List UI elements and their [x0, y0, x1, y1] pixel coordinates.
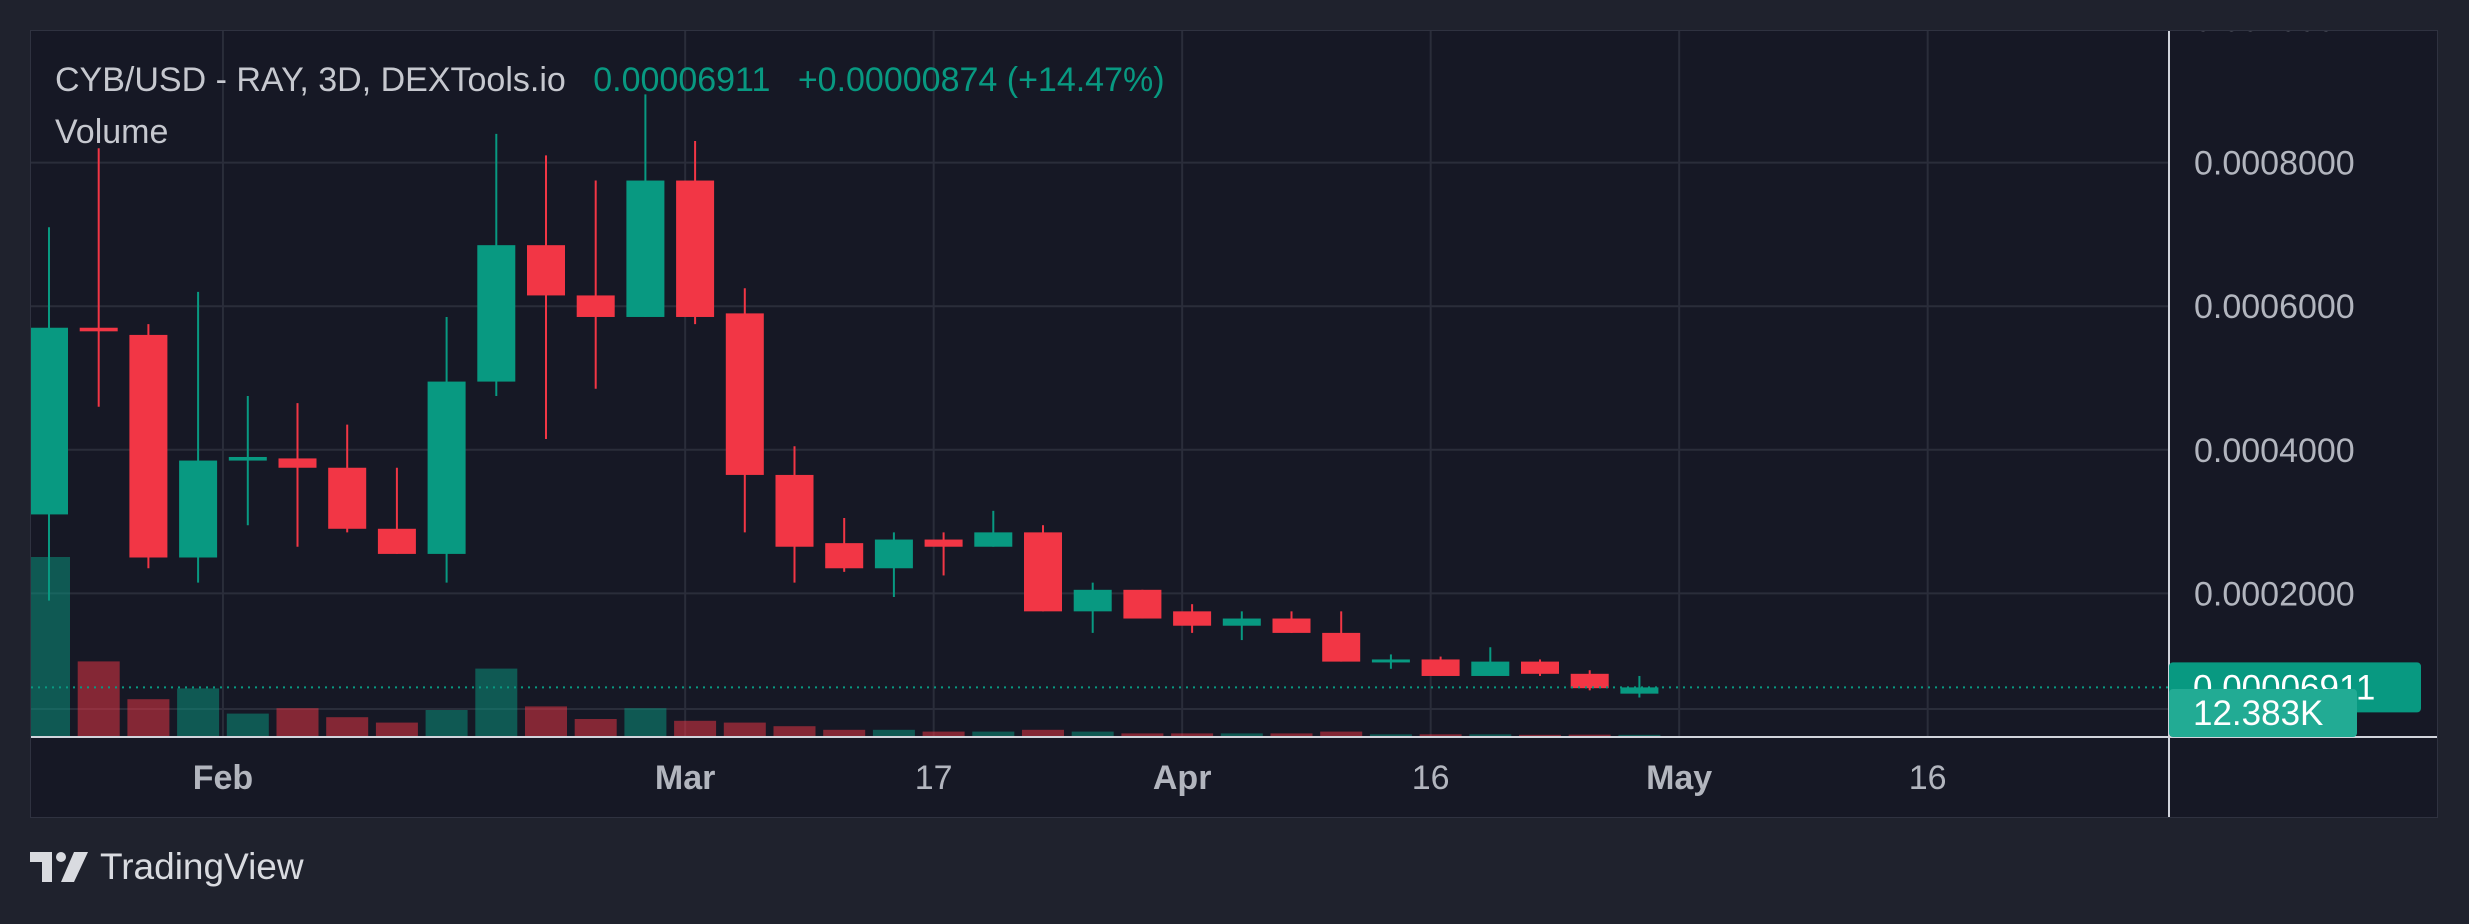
volume-bar [425, 710, 468, 737]
brand-name: TradingView [100, 846, 304, 887]
volume-bar [1568, 734, 1611, 737]
candle-body [1620, 687, 1659, 694]
candle-body [179, 460, 218, 558]
volume-bar [723, 722, 766, 737]
volume-bar [226, 713, 269, 737]
volume-bar [1320, 731, 1363, 737]
price-axis[interactable]: 0.0002000 0.0004000 0.0006000 0.0008000 0.00… [2194, 31, 2355, 613]
volume-bar [624, 708, 667, 737]
time-tick-label: 16 [1412, 759, 1450, 797]
candlestick-chart[interactable]: 0.0002000 0.0004000 0.0006000 0.0008000 0.00… [31, 31, 2437, 817]
volume-bar [1419, 734, 1462, 737]
axes [31, 31, 2437, 817]
candle-body [328, 467, 367, 529]
candle-body [974, 532, 1013, 547]
time-tick-label: Feb [193, 759, 253, 797]
candle-body [477, 245, 516, 382]
candle-body [1123, 589, 1162, 619]
volume-badge: 12.383K [2169, 689, 2357, 737]
volume-bar [1220, 733, 1263, 737]
volume-bar [326, 717, 369, 737]
candle-body [527, 245, 565, 296]
price-tick-label: 0.0006000 [2194, 288, 2355, 326]
price-tick-label: 0.001000 [2194, 31, 2336, 39]
candle-body [626, 180, 665, 317]
candle-body [1421, 659, 1460, 676]
volume-bar [674, 720, 717, 737]
time-tick-label: May [1646, 759, 1712, 797]
volume-bar [375, 722, 418, 737]
candle-body [1471, 661, 1510, 676]
candle-body [1024, 532, 1062, 612]
time-tick-label: 17 [915, 759, 953, 797]
volume-bar [1469, 734, 1512, 737]
candle-body [725, 313, 764, 475]
volume-bar [922, 731, 965, 737]
candle-body [1322, 632, 1361, 662]
volume-bar [1618, 734, 1661, 737]
candle-body [576, 295, 615, 317]
candle-body [79, 327, 118, 332]
tradingview-branding[interactable]: TradingView [30, 846, 304, 888]
chart-frame: 0.0002000 0.0004000 0.0006000 0.0008000 0.00… [30, 30, 2438, 818]
time-tick-label: Mar [655, 759, 715, 797]
time-tick-label: 16 [1909, 759, 1947, 797]
candle-body [1272, 618, 1311, 633]
volume-bar [972, 731, 1015, 737]
volume-bar [823, 729, 866, 737]
price-tick-label: 0.0004000 [2194, 432, 2355, 470]
candle-body [924, 539, 963, 547]
volume-bar [1369, 734, 1412, 737]
candle-body [31, 327, 68, 515]
price-tick-label: 0.0008000 [2194, 145, 2355, 183]
volume-bar [31, 557, 70, 737]
last-price-value: 0.00006911 [593, 61, 771, 99]
volume-bar [475, 668, 518, 737]
volume-bar [525, 706, 567, 737]
candle-body [676, 180, 715, 317]
volume-bar [872, 729, 915, 737]
candle-body [377, 528, 416, 554]
candle-body [1073, 589, 1112, 612]
volume-bar [1270, 733, 1313, 737]
volume-bar [574, 719, 617, 737]
time-tick-label: Apr [1153, 759, 1212, 797]
chart-legend: CYB/USD - RAY, 3D, DEXTools.io 0.0000691… [55, 61, 1183, 100]
volume-bar [1071, 731, 1114, 737]
volume-bar [127, 699, 170, 737]
candle-body [775, 474, 814, 547]
candle-body [874, 539, 913, 569]
symbol-title[interactable]: CYB/USD - RAY, 3D, DEXTools.io [55, 61, 566, 99]
candle-body [427, 381, 466, 554]
volume-bar [773, 726, 816, 737]
price-tick-label: 0.0002000 [2194, 575, 2355, 613]
candle-body [1173, 611, 1212, 626]
grid-lines [31, 31, 2169, 737]
candle-body [228, 456, 267, 461]
candle-body [825, 543, 864, 569]
candle-body [278, 458, 317, 468]
candle-body [1371, 659, 1410, 663]
volume-bar [77, 661, 120, 737]
candle-body [1222, 618, 1261, 626]
time-axis[interactable]: Feb Mar 17 Apr 16 May 16 [193, 759, 1947, 797]
price-change-value: +0.00000874 (+14.47%) [797, 61, 1165, 99]
tradingview-logo-icon [30, 852, 88, 882]
candle-body [1521, 661, 1559, 674]
volume-bar [1121, 733, 1164, 737]
volume-value-label: 12.383K [2193, 694, 2323, 733]
candle-body [129, 334, 168, 558]
volume-bar [1519, 734, 1561, 737]
volume-bar [177, 688, 220, 737]
volume-indicator-label[interactable]: Volume [55, 113, 169, 151]
volume-bar [1022, 729, 1064, 737]
volume-bar [276, 708, 319, 737]
volume-histogram [31, 557, 1661, 737]
volume-bar [1171, 733, 1214, 737]
candles [31, 94, 1659, 698]
candle-body [1570, 673, 1609, 689]
